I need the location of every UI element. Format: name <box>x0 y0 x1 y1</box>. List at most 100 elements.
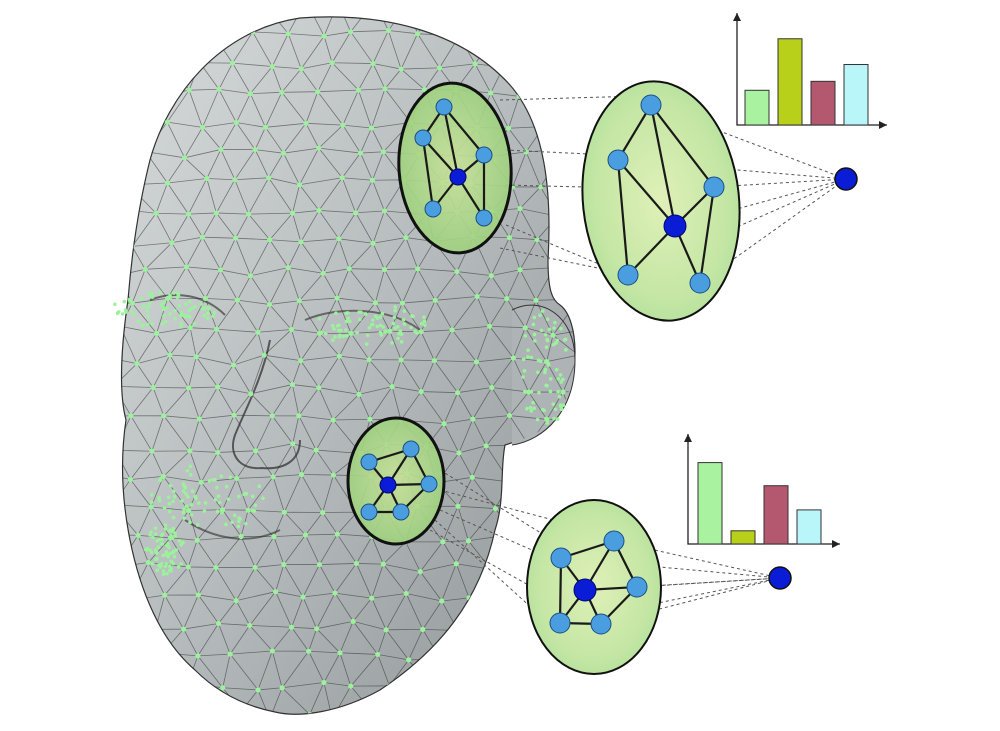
mesh-vertex <box>439 598 445 604</box>
mesh-vertex <box>692 386 697 391</box>
mesh-vertex <box>465 538 472 544</box>
mesh-vertex <box>199 302 203 306</box>
mesh-vertex <box>544 383 548 388</box>
mesh-vertex <box>537 184 544 190</box>
mesh-vertex <box>399 300 406 306</box>
mesh-vertex <box>161 553 165 558</box>
feature-vertex-clusters <box>113 290 568 576</box>
mesh-vertex <box>398 66 404 72</box>
mesh-vertex <box>375 324 380 329</box>
mesh-vertex <box>507 479 513 485</box>
mesh-vertex <box>356 391 362 397</box>
mesh-vertex <box>150 561 155 566</box>
mesh-vertex <box>115 564 120 569</box>
mesh-vertex <box>261 352 267 358</box>
mesh-vertex <box>643 418 648 423</box>
mesh-vertex <box>544 416 548 421</box>
mesh-vertex <box>552 503 558 509</box>
y-axis-arrow <box>733 13 741 21</box>
mesh-vertex <box>489 384 495 391</box>
graph-node <box>603 530 625 552</box>
mesh-vertex <box>387 328 393 334</box>
mesh-vertex <box>164 119 170 125</box>
mesh-vertex <box>179 321 184 326</box>
mesh-vertex <box>337 335 342 339</box>
mesh-vertex <box>671 533 676 538</box>
mesh-vertex <box>341 334 346 339</box>
mesh-vertex <box>336 236 342 242</box>
mesh-vertex <box>166 56 172 63</box>
mesh-vertex <box>406 657 412 663</box>
mesh-vertex <box>320 270 326 276</box>
mesh-vertex <box>551 402 556 406</box>
mesh-vertex <box>567 58 573 64</box>
mesh-vertex <box>390 341 394 345</box>
mesh-vertex <box>558 373 563 377</box>
mesh-vertex <box>436 65 443 71</box>
mesh-vertex <box>572 240 576 246</box>
mesh-vertex <box>141 304 146 309</box>
mesh-vertex <box>136 319 141 324</box>
mesh-vertex <box>186 87 192 93</box>
mesh-vertex <box>149 550 154 555</box>
mesh-vertex <box>472 61 478 67</box>
mesh-vertex <box>553 407 558 412</box>
mesh-vertex <box>621 332 626 337</box>
mesh-vertex <box>363 312 368 316</box>
mesh-vertex <box>184 504 189 508</box>
mesh-vertex <box>381 208 388 214</box>
mesh-vertex <box>592 325 597 330</box>
mesh-vertex <box>237 519 241 524</box>
mesh-vertex <box>97 3 102 8</box>
mesh-vertex <box>594 449 599 454</box>
mesh-vertex <box>271 534 277 540</box>
projection-ray <box>613 540 781 579</box>
mesh-vertex <box>212 310 217 315</box>
mesh-vertex <box>161 569 166 573</box>
mesh-vertex <box>185 468 190 473</box>
mesh-vertex <box>187 308 191 313</box>
mesh-vertex <box>403 234 409 241</box>
mesh-vertex <box>140 323 145 328</box>
mesh-vertex <box>94 658 99 663</box>
mesh-vertex <box>161 413 167 419</box>
mesh-vertex <box>146 314 150 318</box>
mesh-vertex <box>655 330 660 335</box>
mesh-vertex <box>121 323 123 329</box>
mesh-vertex <box>176 565 181 569</box>
mesh-vertex <box>523 149 529 155</box>
mesh-vertex <box>189 503 194 507</box>
mesh-vertex <box>476 714 481 719</box>
mesh-vertex <box>227 651 233 657</box>
mesh-vertex <box>609 0 614 5</box>
mesh-vertex <box>319 330 324 335</box>
mesh-vertex <box>355 87 362 93</box>
mesh-vertex <box>149 493 154 497</box>
mesh-vertex <box>203 501 208 505</box>
mesh-vertex <box>163 523 168 527</box>
mesh-vertex <box>522 325 528 331</box>
mesh-vertex <box>179 310 183 315</box>
mesh-vertex <box>533 297 539 303</box>
graph-edge <box>558 557 563 624</box>
projection-ray <box>713 178 847 188</box>
mesh-vertex <box>730 324 735 329</box>
mesh-vertex <box>588 95 593 100</box>
mesh-vertex <box>165 571 169 576</box>
mesh-vertex <box>253 503 258 508</box>
mesh-vertex <box>233 598 239 604</box>
mesh-vertex <box>199 234 206 240</box>
mesh-vertex <box>370 240 376 246</box>
mesh-vertex <box>245 507 251 513</box>
mesh-vertex <box>298 358 304 364</box>
mesh-vertex <box>455 390 461 396</box>
mesh-vertex <box>555 35 561 41</box>
graph-edge <box>650 104 715 188</box>
mesh-vertex <box>366 357 372 363</box>
mesh-vertex <box>348 683 354 689</box>
mesh-vertex <box>300 594 306 600</box>
mesh-vertex <box>173 534 178 538</box>
mesh-vertex <box>535 417 540 422</box>
mesh-vertex <box>190 489 195 493</box>
mesh-vertex <box>473 359 480 365</box>
